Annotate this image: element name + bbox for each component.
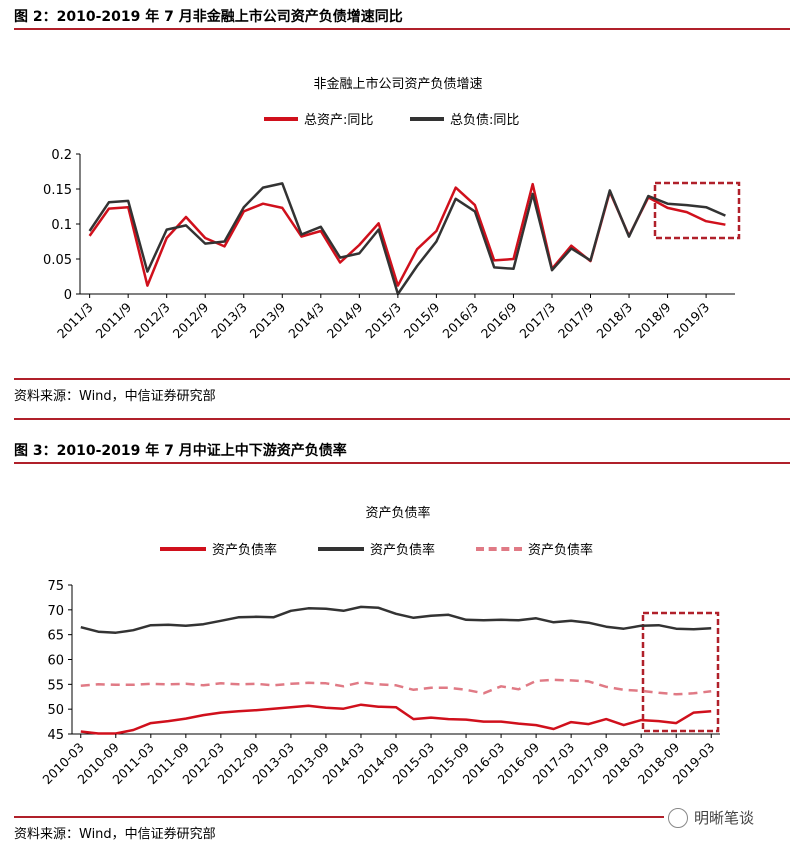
- legend-label-assets: 总资产:同比: [304, 113, 374, 128]
- figure-3-bottom-rule: [14, 816, 664, 818]
- y-tick-label: 0.05: [43, 253, 72, 268]
- figure-3-caption: 图 3：2010-2019 年 7 月中证上中下游资产负债率: [14, 443, 347, 459]
- chart-2-legend-item-2: 资产负债率: [318, 539, 435, 558]
- x-tick-label: 2011/9: [93, 299, 135, 341]
- x-tick-label: 2017/9: [555, 299, 597, 341]
- x-tick-label: 2019/3: [671, 300, 713, 342]
- legend-swatch-assets: [264, 116, 298, 121]
- highlight-box: [641, 611, 720, 733]
- x-tick-label: 2013/3: [208, 300, 250, 342]
- chart-2-title: 资产负债率: [365, 506, 431, 521]
- y-tick-label: 50: [47, 703, 64, 718]
- chart-2-legend-item-3: 资产负债率: [476, 539, 593, 558]
- y-tick-label: 70: [47, 604, 64, 619]
- x-tick-label: 2015/3: [362, 300, 404, 342]
- chart-2-legend-item-1: 资产负债率: [160, 539, 277, 558]
- y-tick-label: 55: [47, 678, 64, 693]
- x-tick-label: 2014/9: [324, 299, 366, 341]
- legend-label-2: 资产负债率: [370, 543, 436, 558]
- x-tick-label: 2011/3: [54, 300, 96, 342]
- watermark: 明晰笔谈: [668, 807, 754, 828]
- y-tick-label: 60: [47, 654, 64, 669]
- series-line-2: [88, 182, 726, 296]
- legend-swatch-dark: [318, 546, 364, 551]
- legend-label-1: 资产负债率: [212, 543, 278, 558]
- x-tick-label: 2017/3: [516, 300, 558, 342]
- figure-2-end-rule: [14, 418, 790, 420]
- x-tick-label: 2015/9: [401, 299, 443, 341]
- x-tick-label: 2016/3: [439, 300, 481, 342]
- series-line-1: [80, 703, 712, 735]
- chart-1-title: 非金融上市公司资产负债增速: [313, 77, 483, 92]
- x-tick-label: 2018/9: [632, 299, 674, 341]
- y-tick-label: 45: [47, 728, 64, 743]
- y-tick-label: 75: [47, 579, 64, 594]
- legend-swatch-liabilities: [410, 116, 444, 121]
- y-tick-label: 0.15: [43, 183, 72, 198]
- y-tick-label: 0.1: [51, 218, 72, 233]
- chart-1-legend-item-assets: 总资产:同比: [264, 109, 373, 128]
- series-line-2: [80, 605, 712, 634]
- figure-2-caption: 图 2：2010-2019 年 7 月非金融上市公司资产负债增速同比: [14, 9, 403, 25]
- legend-swatch-red: [160, 546, 206, 551]
- x-tick-label: 2016/9: [478, 299, 520, 341]
- figure-2-bottom-rule: [14, 378, 790, 380]
- legend-label-liabilities: 总负债:同比: [450, 113, 520, 128]
- y-tick-label: 0.2: [51, 148, 72, 163]
- chart-2-plot: 455055606570752010-032010-092011-032011-…: [39, 579, 720, 787]
- x-tick-label: 2012/9: [170, 299, 212, 341]
- figure-3-source: 资料来源：Wind，中信证券研究部: [14, 827, 216, 842]
- figure-2-source: 资料来源：Wind，中信证券研究部: [14, 389, 216, 404]
- legend-label-3: 资产负债率: [528, 543, 594, 558]
- y-tick-label: 65: [47, 629, 64, 644]
- figure-3-top-rule: [14, 462, 790, 464]
- highlight-box: [653, 181, 741, 240]
- y-tick-label: 0: [64, 288, 72, 303]
- series-line-3: [80, 678, 712, 696]
- chart-1-legend-item-liabilities: 总负债:同比: [410, 109, 519, 128]
- x-tick-label: 2012/3: [131, 300, 173, 342]
- figure-2-top-rule: [14, 28, 790, 30]
- x-tick-label: 2018/3: [593, 300, 635, 342]
- x-tick-label: 2013/9: [247, 299, 289, 341]
- chart-1-plot: 00.050.10.150.22011/32011/92012/32012/92…: [43, 148, 741, 342]
- watermark-text: 明晰笔谈: [694, 809, 755, 827]
- legend-swatch-pink-dashed: [476, 546, 522, 551]
- x-tick-label: 2014/3: [285, 300, 327, 342]
- wechat-icon: [668, 807, 688, 828]
